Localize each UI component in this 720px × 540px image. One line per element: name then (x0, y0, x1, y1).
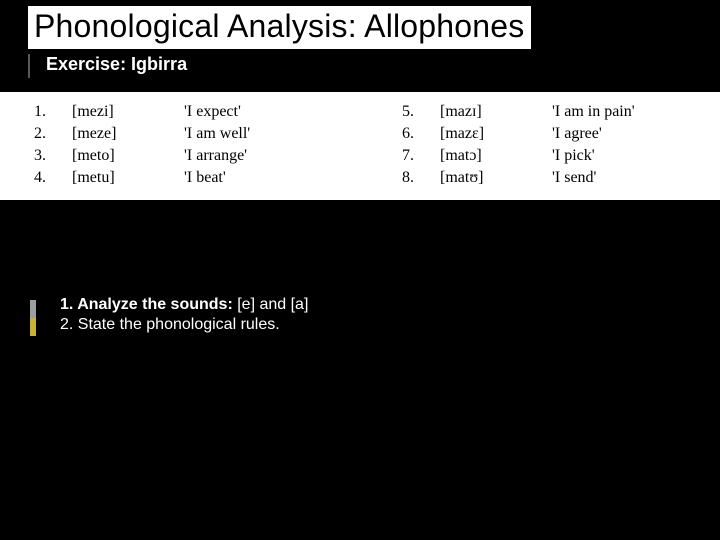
accent-bar-tasks (30, 300, 36, 336)
row-number: 2. (34, 124, 70, 144)
data-row: 7.[matɔ]'I pick' (402, 146, 635, 166)
data-table-left: 1.[mezi]'I expect'2.[meze]'I am well'3.[… (32, 100, 252, 190)
row-number: 3. (34, 146, 70, 166)
row-ipa: [mazɛ] (440, 124, 550, 144)
data-panel: 1.[mezi]'I expect'2.[meze]'I am well'3.[… (0, 92, 720, 200)
row-number: 1. (34, 102, 70, 122)
row-gloss: 'I send' (552, 168, 635, 188)
row-gloss: 'I am well' (184, 124, 250, 144)
row-ipa: [meze] (72, 124, 182, 144)
task-1-prefix: 1. Analyze the sounds: (60, 296, 237, 313)
row-number: 7. (402, 146, 438, 166)
accent-bar (28, 54, 42, 78)
row-gloss: 'I beat' (184, 168, 250, 188)
data-table-right: 5.[mazɪ]'I am in pain'6.[mazɛ]'I agree'7… (400, 100, 637, 190)
data-row: 1.[mezi]'I expect' (34, 102, 250, 122)
row-gloss: 'I agree' (552, 124, 635, 144)
row-gloss: 'I pick' (552, 146, 635, 166)
row-ipa: [matɔ] (440, 146, 550, 166)
row-ipa: [matʊ] (440, 168, 550, 188)
task-1: 1. Analyze the sounds: [e] and [a] (60, 296, 308, 314)
data-row: 3.[meto]'I arrange' (34, 146, 250, 166)
row-number: 4. (34, 168, 70, 188)
row-number: 5. (402, 102, 438, 122)
row-number: 6. (402, 124, 438, 144)
task-2: 2. State the phonological rules. (60, 316, 308, 334)
row-ipa: [mezi] (72, 102, 182, 122)
data-row: 5.[mazɪ]'I am in pain' (402, 102, 635, 122)
row-number: 8. (402, 168, 438, 188)
row-gloss: 'I am in pain' (552, 102, 635, 122)
row-gloss: 'I arrange' (184, 146, 250, 166)
data-row: 6.[mazɛ]'I agree' (402, 124, 635, 144)
task-1-suffix: [e] and [a] (237, 296, 308, 313)
task-list: 1. Analyze the sounds: [e] and [a] 2. St… (60, 296, 308, 336)
row-gloss: 'I expect' (184, 102, 250, 122)
slide: Phonological Analysis: Allophones Exerci… (0, 0, 720, 540)
row-ipa: [meto] (72, 146, 182, 166)
data-row: 4.[metu]'I beat' (34, 168, 250, 188)
subtitle: Exercise: Igbirra (46, 54, 187, 75)
data-row: 8.[matʊ]'I send' (402, 168, 635, 188)
row-ipa: [metu] (72, 168, 182, 188)
page-title: Phonological Analysis: Allophones (28, 6, 531, 49)
data-row: 2.[meze]'I am well' (34, 124, 250, 144)
row-ipa: [mazɪ] (440, 102, 550, 122)
